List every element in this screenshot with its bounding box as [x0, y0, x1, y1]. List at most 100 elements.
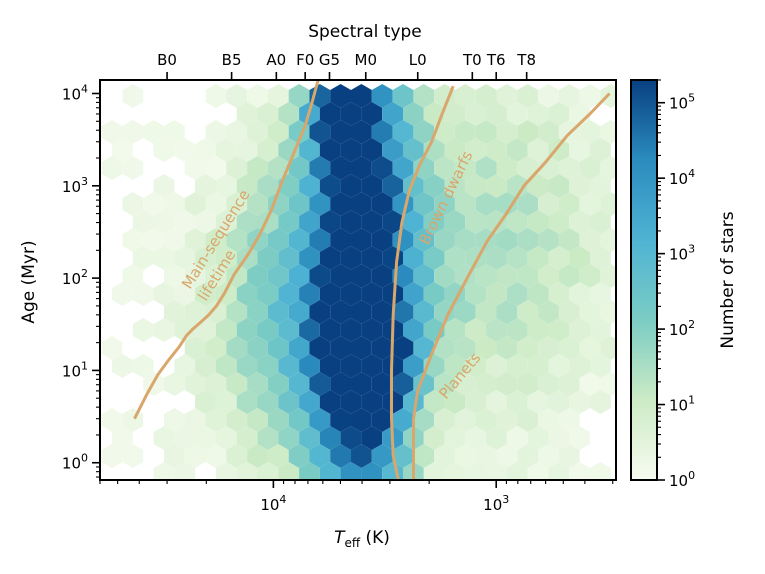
- hexbin-cells: [101, 84, 616, 480]
- hex-cell: [205, 444, 227, 468]
- hex-cell: [403, 102, 424, 126]
- hex-cell: [122, 84, 144, 108]
- hex-cell: [475, 300, 497, 324]
- hex-cell: [288, 156, 310, 180]
- hex-cell: [164, 300, 185, 324]
- hex-cell: [590, 138, 611, 162]
- hex-cell: [247, 408, 268, 432]
- hex-cell: [195, 282, 216, 306]
- x-axis-title-subscript: eff: [344, 536, 360, 550]
- hex-cell: [174, 138, 196, 162]
- hex-cell: [226, 84, 248, 108]
- hex-cell: [475, 372, 497, 396]
- hex-cell: [267, 372, 289, 396]
- hex-cell: [309, 408, 331, 432]
- hex-cell: [236, 462, 258, 480]
- hex-cell: [351, 84, 372, 108]
- hex-cell: [309, 336, 331, 360]
- bottom-axis: 104 103: [99, 480, 614, 514]
- hex-cell: [496, 408, 518, 432]
- hex-cell: [112, 426, 133, 450]
- hex-cell: [340, 138, 362, 162]
- hex-cell: [247, 336, 268, 360]
- hex-cell: [340, 426, 362, 450]
- hex-cell: [579, 156, 601, 180]
- hex-cell: [299, 354, 320, 378]
- hex-cell: [423, 390, 445, 414]
- hex-cell: [371, 300, 393, 324]
- hex-cell: [392, 372, 414, 396]
- hex-cell: [309, 372, 331, 396]
- hex-cell: [351, 336, 372, 360]
- hex-cell: [392, 156, 414, 180]
- hex-cell: [538, 372, 559, 396]
- hex-cell: [226, 300, 248, 324]
- spectral-tick-label: T0: [462, 51, 482, 69]
- hex-cell: [101, 444, 123, 468]
- hex-cell: [403, 318, 424, 342]
- hex-cell: [236, 210, 258, 234]
- hex-cell: [236, 138, 258, 162]
- hex-cell: [444, 462, 466, 480]
- hex-cell: [569, 138, 590, 162]
- hex-cell: [101, 156, 123, 180]
- hex-cell: [122, 228, 144, 252]
- hex-cell: [600, 192, 616, 216]
- y-tick-label: 103: [62, 175, 88, 196]
- hex-cell: [392, 444, 414, 468]
- hex-cell: [496, 444, 518, 468]
- hex-cell: [132, 354, 154, 378]
- y-tick-label: 101: [62, 359, 88, 380]
- hex-cell: [153, 174, 175, 198]
- hex-cell: [278, 462, 300, 480]
- hex-cell: [226, 444, 248, 468]
- hex-cell: [569, 354, 590, 378]
- hex-cell: [486, 426, 507, 450]
- hex-cell: [361, 102, 383, 126]
- hex-cell: [236, 318, 258, 342]
- hex-cell: [174, 318, 196, 342]
- hex-cell: [340, 318, 362, 342]
- hex-cell: [257, 138, 279, 162]
- hex-cell: [548, 462, 570, 480]
- hex-cell: [434, 408, 455, 432]
- hex-cell: [371, 156, 393, 180]
- hex-cell: [506, 246, 528, 270]
- hex-cell: [205, 408, 227, 432]
- hex-cell: [299, 246, 320, 270]
- hex-cell: [423, 426, 445, 450]
- hex-cell: [309, 444, 331, 468]
- hex-cell: [548, 390, 570, 414]
- hex-cell: [454, 300, 476, 324]
- hex-cell: [434, 444, 455, 468]
- hex-cell: [361, 138, 383, 162]
- hex-cell: [413, 264, 435, 288]
- hex-cell: [434, 192, 455, 216]
- hex-cell: [330, 156, 351, 180]
- spectral-tick-label: T8: [516, 51, 536, 69]
- hex-cell: [278, 102, 300, 126]
- hex-cell: [465, 102, 487, 126]
- hex-cell: [164, 372, 185, 396]
- y-tick-label: 104: [62, 82, 88, 103]
- hex-cell: [579, 228, 601, 252]
- hex-cell: [205, 264, 227, 288]
- hex-cell: [465, 318, 487, 342]
- hex-cell: [517, 228, 539, 252]
- hex-cell: [444, 174, 466, 198]
- hex-cell: [413, 192, 435, 216]
- hex-cell: [215, 174, 237, 198]
- colorbar-axis: 100 101 102 103 104 105: [657, 79, 695, 490]
- hex-cell: [247, 120, 268, 144]
- hex-cell: [538, 444, 559, 468]
- hex-cell: [257, 390, 279, 414]
- hex-cell: [236, 354, 258, 378]
- hex-cell: [153, 246, 175, 270]
- hex-cell: [215, 138, 237, 162]
- hex-cell: [548, 174, 570, 198]
- hex-cell: [319, 174, 341, 198]
- hex-cell: [267, 336, 289, 360]
- hex-cell: [288, 300, 310, 324]
- hex-cell: [444, 138, 466, 162]
- hex-cell: [205, 192, 227, 216]
